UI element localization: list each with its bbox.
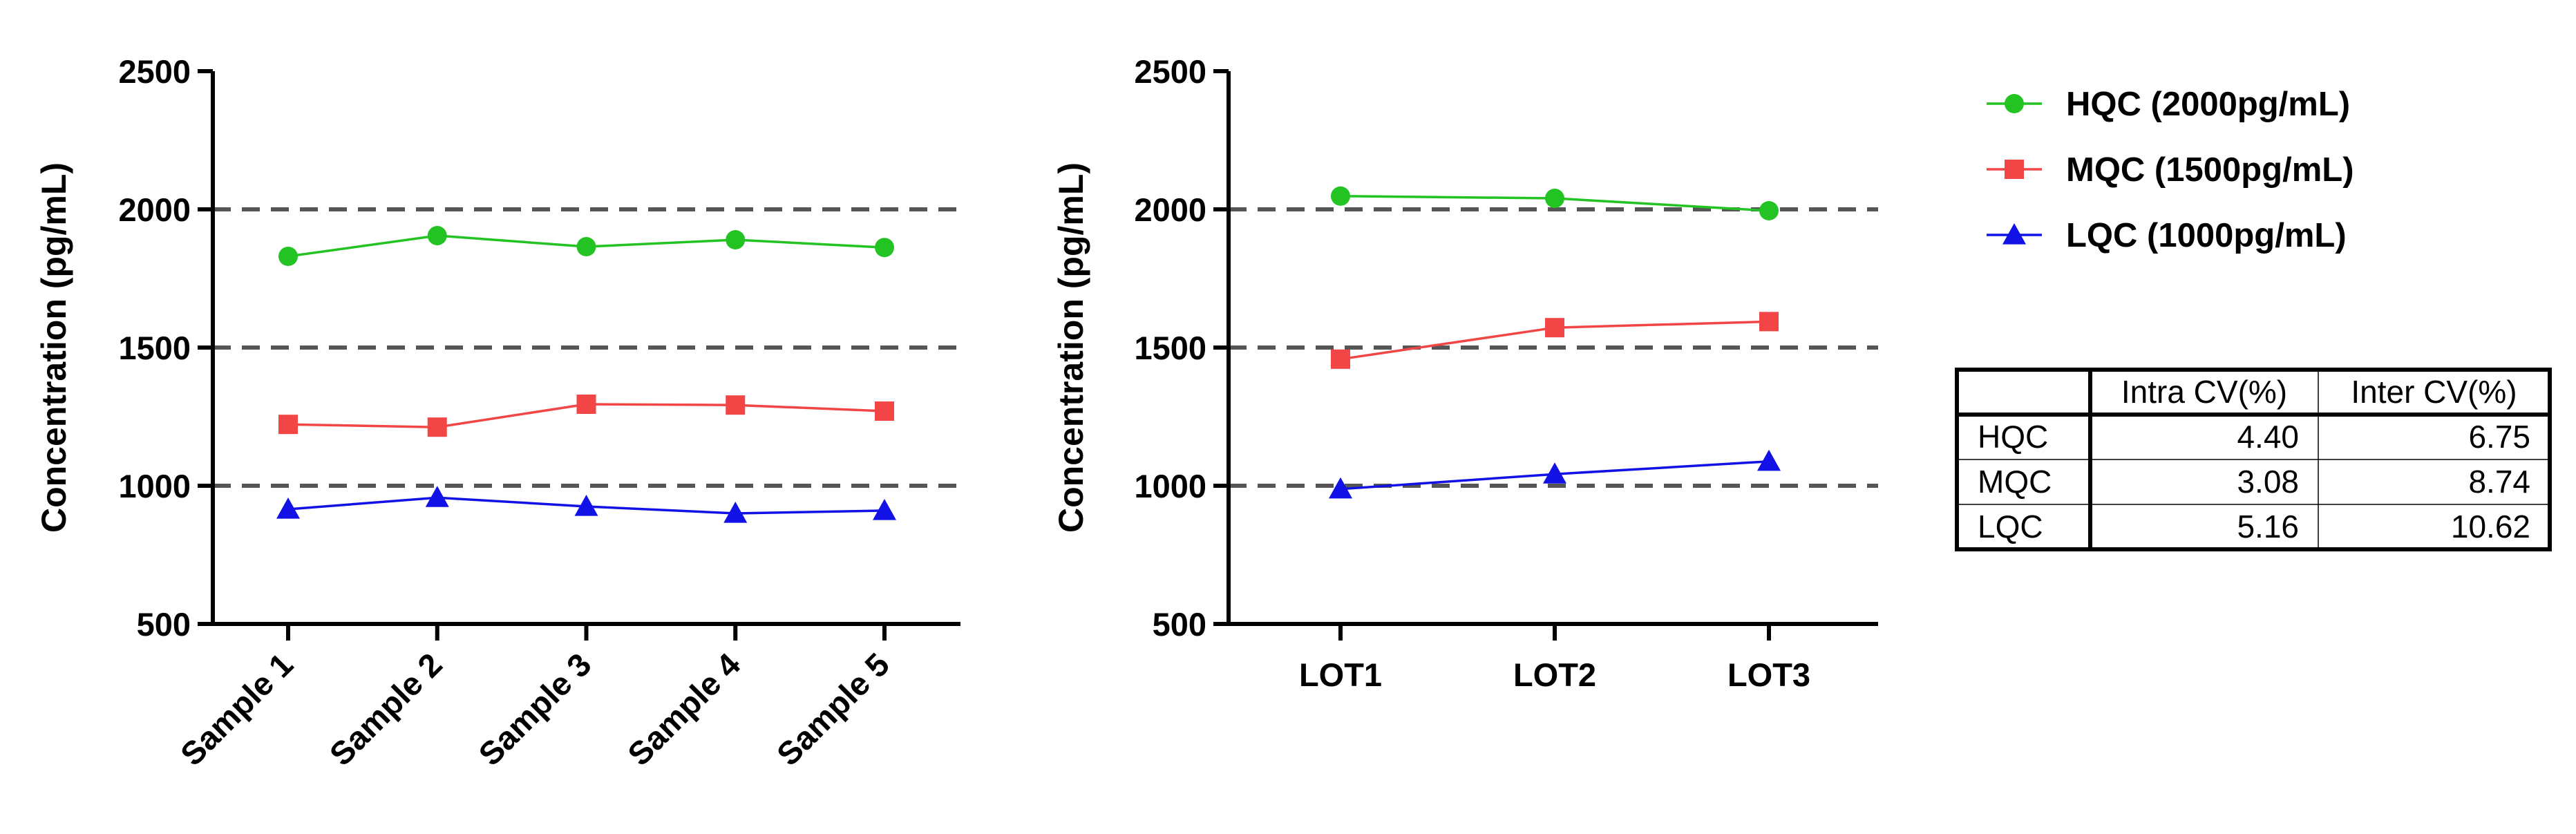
x-tick-label: Sample 3 bbox=[471, 646, 598, 773]
legend-label-hqc: HQC (2000pg/mL) bbox=[2066, 86, 2350, 123]
y-tick-label: 1500 bbox=[1134, 330, 1206, 366]
data-point-lqc bbox=[1543, 462, 1566, 484]
legend-label-mqc: MQC (1500pg/mL) bbox=[2066, 151, 2354, 189]
cv-table: Intra CV(%) Inter CV(%) HQC 4.40 6.75 MQC 3.08… bbox=[1955, 368, 2552, 551]
y-tick-label: 500 bbox=[137, 606, 191, 643]
y-tick-label: 1000 bbox=[1134, 468, 1206, 504]
x-tick-label: LOT1 bbox=[1299, 656, 1382, 693]
legend-marker-mqc bbox=[2005, 160, 2024, 179]
data-point-lqc bbox=[1329, 477, 1352, 499]
y-tick-label: 2000 bbox=[1134, 191, 1206, 228]
table-row-label: MQC bbox=[1978, 464, 2052, 500]
lot-chart: 500 1000 1500 2000 2500 LOT1 LOT2 LOT3 Concentra… bbox=[1052, 53, 1878, 693]
table-header: Inter CV(%) bbox=[2351, 374, 2517, 410]
data-point-hqc bbox=[875, 238, 894, 258]
y-tick-label: 1000 bbox=[118, 468, 191, 504]
data-point-hqc bbox=[576, 237, 596, 256]
table-border bbox=[1955, 368, 2552, 551]
data-point-lqc bbox=[574, 495, 598, 516]
table-header: Intra CV(%) bbox=[2121, 374, 2287, 410]
x-tick-label: Sample 4 bbox=[621, 646, 747, 773]
y-axis-title: Concentration (pg/mL) bbox=[1052, 162, 1090, 533]
y-tick-label: 2500 bbox=[1134, 53, 1206, 90]
data-point-lqc bbox=[723, 502, 748, 523]
data-point-hqc bbox=[726, 230, 746, 249]
table-row-label: LQC bbox=[1978, 509, 2043, 544]
legend: HQC (2000pg/mL) MQC (1500pg/mL) LQC (1000p… bbox=[1987, 86, 2354, 254]
x-tick-label: Sample 1 bbox=[173, 646, 300, 773]
data-point-hqc bbox=[1545, 189, 1564, 208]
data-point-lqc bbox=[276, 497, 300, 519]
data-point-mqc bbox=[576, 395, 596, 414]
x-tick-label: LOT2 bbox=[1513, 656, 1596, 693]
y-tick-label: 2500 bbox=[118, 53, 191, 90]
data-point-hqc bbox=[1331, 186, 1350, 206]
table-row-label: HQC bbox=[1978, 419, 2048, 455]
data-point-lqc bbox=[873, 499, 896, 520]
legend-marker-lqc bbox=[2002, 223, 2026, 245]
data-point-mqc bbox=[875, 401, 894, 421]
data-point-mqc bbox=[427, 417, 447, 437]
data-point-mqc bbox=[1331, 349, 1350, 369]
data-point-hqc bbox=[1759, 201, 1779, 220]
table-cell: 3.08 bbox=[2237, 464, 2299, 500]
data-point-hqc bbox=[278, 247, 298, 266]
table-cell: 5.16 bbox=[2237, 509, 2299, 544]
legend-label-lqc: LQC (1000pg/mL) bbox=[2066, 217, 2347, 254]
y-tick-label: 1500 bbox=[118, 330, 191, 366]
data-point-hqc bbox=[427, 226, 447, 245]
y-tick-label: 500 bbox=[1153, 606, 1206, 643]
table-cell: 4.40 bbox=[2237, 419, 2299, 455]
data-point-lqc bbox=[1757, 449, 1781, 471]
table-cell: 6.75 bbox=[2468, 419, 2530, 455]
x-tick-label: Sample 2 bbox=[322, 646, 448, 773]
x-tick-label: Sample 5 bbox=[770, 646, 896, 773]
data-point-mqc bbox=[1545, 318, 1564, 338]
y-tick-label: 2000 bbox=[118, 191, 191, 228]
data-point-mqc bbox=[1759, 312, 1779, 332]
table-cell: 8.74 bbox=[2468, 464, 2530, 500]
x-tick-label: LOT3 bbox=[1727, 656, 1810, 693]
legend-marker-hqc bbox=[2005, 94, 2024, 113]
data-point-lqc bbox=[425, 486, 449, 507]
data-point-mqc bbox=[726, 395, 746, 415]
data-point-mqc bbox=[278, 415, 298, 435]
table-cell: 10.62 bbox=[2451, 509, 2530, 544]
y-axis-title: Concentration (pg/mL) bbox=[35, 162, 73, 533]
